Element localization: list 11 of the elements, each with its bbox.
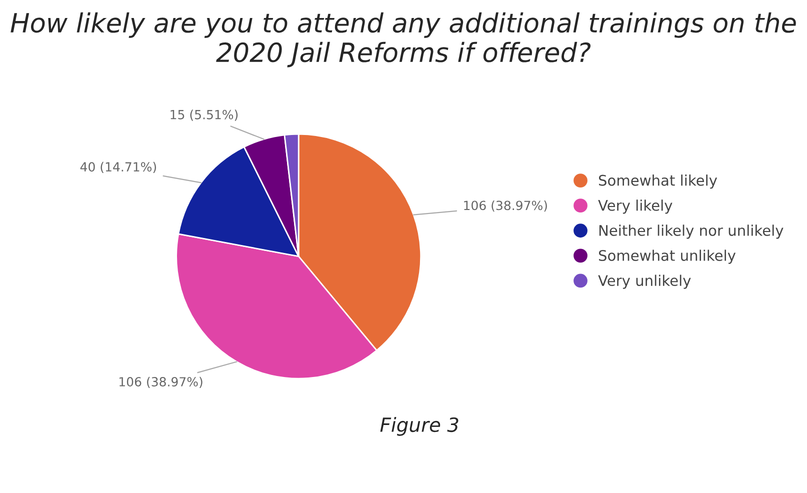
legend-label: Somewhat likely	[598, 174, 718, 189]
data-label: 106 (38.97%)	[464, 200, 547, 212]
legend-label: Somewhat unlikely	[598, 250, 736, 264]
legend-label: Neither likely nor unlikely	[599, 224, 784, 239]
legend-label: Very likely	[598, 200, 672, 214]
caption: Figure 3	[380, 417, 458, 436]
data-label: 15 (5.51%)	[170, 110, 238, 121]
data-label: 106 (38.97%)	[120, 376, 202, 388]
chart-title: How likely are you to attend any additional trainings on the 2020 Jail Reforms if offered?	[10, 12, 796, 68]
data-label: 40 (14.71%)	[80, 162, 156, 174]
legend-label: Very unlikely	[598, 274, 691, 289]
